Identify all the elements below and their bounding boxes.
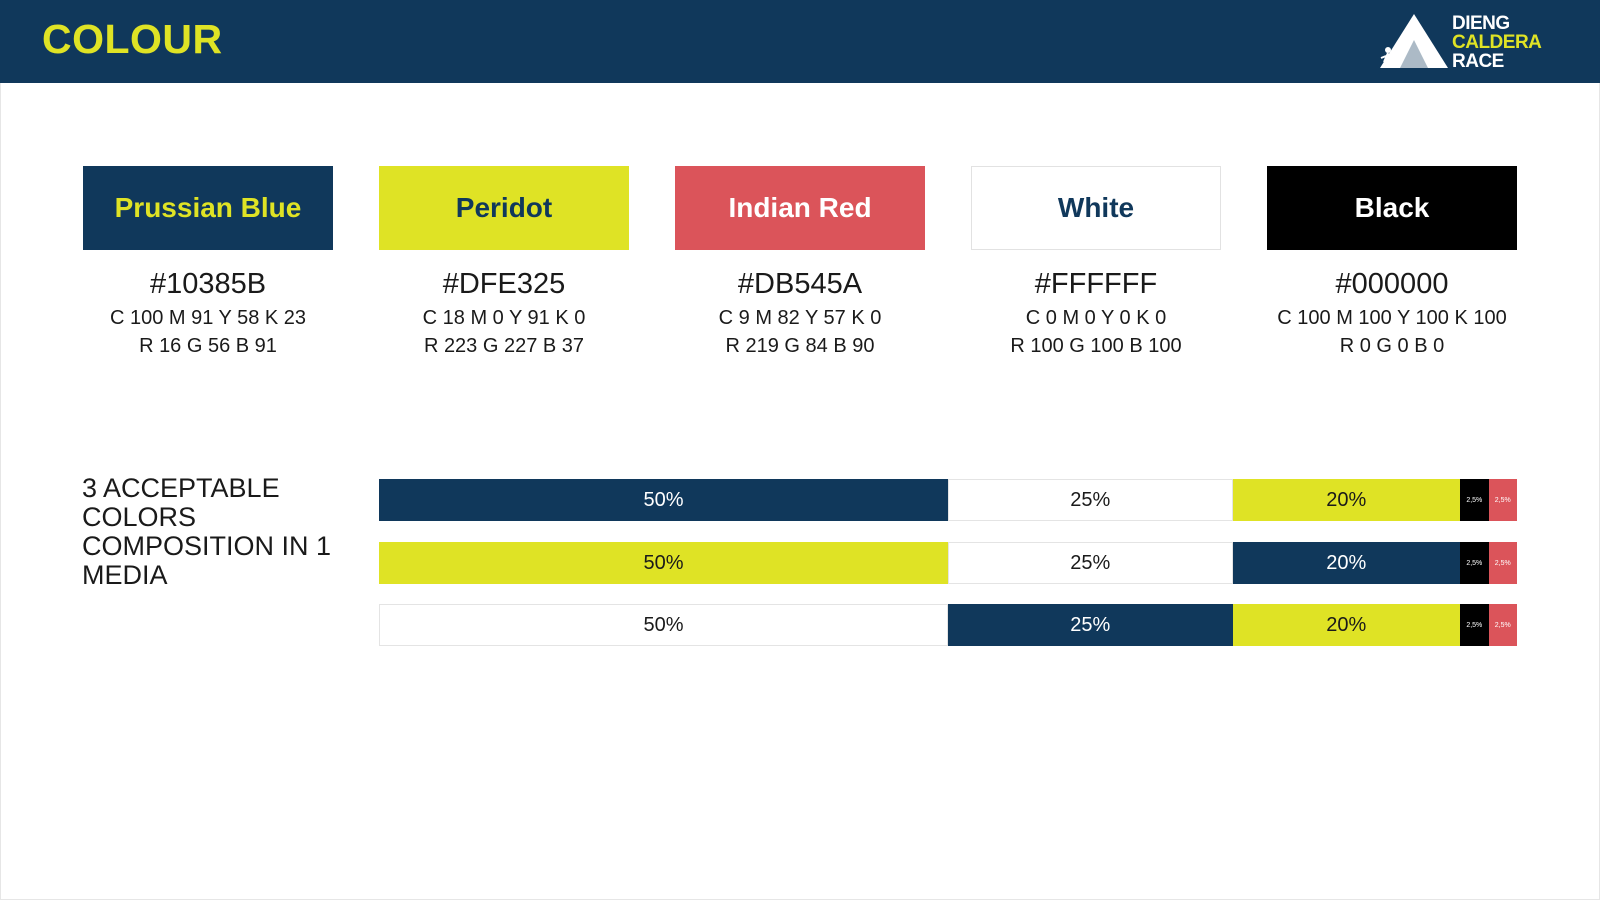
bar-2-segment-1: 50% <box>379 542 948 584</box>
bar-2-segment-2: 25% <box>948 542 1233 584</box>
swatch-black: Black <box>1267 166 1517 250</box>
cmyk-indian-red: C 9 M 82 Y 57 K 0 <box>718 307 882 329</box>
hex-black: #000000 <box>1335 268 1449 300</box>
hex-peridot: #DFE325 <box>442 268 566 300</box>
logo-text-dieng: DIENG <box>1452 13 1510 34</box>
bar-3-segment-2: 25% <box>948 604 1233 646</box>
hex-white: #FFFFFF <box>1034 268 1158 300</box>
composition-bar-3: 50% 25% 20% 2,5% 2,5% <box>379 604 1517 646</box>
cmyk-peridot: C 18 M 0 Y 91 K 0 <box>422 307 586 329</box>
swatch-indian-red: Indian Red <box>675 166 925 250</box>
header-bar: COLOUR DIENG CALDERA RACE <box>0 0 1600 83</box>
hex-prussian-blue: #10385B <box>149 268 267 300</box>
bar-1-segment-4: 2,5% <box>1460 479 1489 521</box>
swatch-prussian-blue: Prussian Blue <box>83 166 333 250</box>
bar-3-segment-4: 2,5% <box>1460 604 1489 646</box>
composition-bar-1: 50% 25% 20% 2,5% 2,5% <box>379 479 1517 521</box>
rgb-indian-red: R 219 G 84 B 90 <box>725 335 875 357</box>
cmyk-white: C 0 M 0 Y 0 K 0 <box>1025 307 1167 329</box>
logo-text-caldera: CALDERA <box>1452 32 1542 53</box>
composition-bar-2: 50% 25% 20% 2,5% 2,5% <box>379 542 1517 584</box>
swatch-white: White <box>971 166 1221 250</box>
bar-1-segment-1: 50% <box>379 479 948 521</box>
logo-text-race: RACE <box>1452 51 1504 72</box>
bar-2-segment-5: 2,5% <box>1488 542 1517 584</box>
bar-3-segment-3: 20% <box>1232 604 1461 646</box>
rgb-peridot: R 223 G 227 B 37 <box>423 335 585 357</box>
bar-3-segment-5: 2,5% <box>1488 604 1517 646</box>
bar-3-segment-1: 50% <box>379 604 948 646</box>
page-title: COLOUR <box>42 16 223 62</box>
mountain-runner-icon <box>1380 14 1448 68</box>
bar-1-segment-3: 20% <box>1232 479 1461 521</box>
rgb-white: R 100 G 100 B 100 <box>1010 335 1182 357</box>
bar-1-segment-2: 25% <box>948 479 1233 521</box>
cmyk-black: C 100 M 100 Y 100 K 100 <box>1277 307 1507 329</box>
bar-2-segment-4: 2,5% <box>1460 542 1489 584</box>
rgb-black: R 0 G 0 B 0 <box>1339 335 1445 357</box>
rgb-prussian-blue: R 16 G 56 B 91 <box>139 335 277 357</box>
cmyk-prussian-blue: C 100 M 91 Y 58 K 23 <box>109 307 307 329</box>
swatch-peridot: Peridot <box>379 166 629 250</box>
bar-1-segment-5: 2,5% <box>1488 479 1517 521</box>
bar-2-segment-3: 20% <box>1232 542 1461 584</box>
brand-logo: DIENG CALDERA RACE <box>1378 12 1558 72</box>
composition-label: 3 ACCEPTABLE COLORS COMPOSITION IN 1 MED… <box>82 473 332 590</box>
hex-indian-red: #DB545A <box>737 268 863 300</box>
